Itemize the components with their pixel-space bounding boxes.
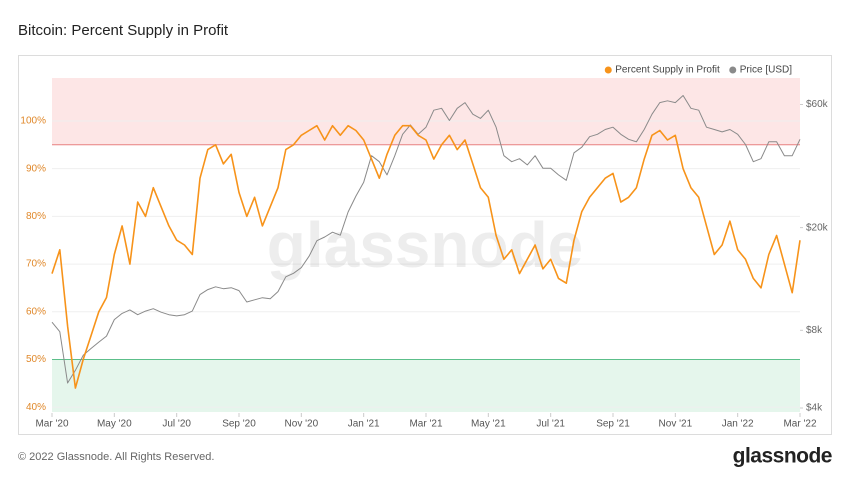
y2-tick-label: $8k <box>806 325 823 336</box>
legend-label: Price [USD] <box>740 65 792 76</box>
y-tick-label: 60% <box>26 306 46 317</box>
x-tick-label: May '20 <box>97 419 132 430</box>
x-tick-label: Nov '20 <box>285 419 319 430</box>
legend-label: Percent Supply in Profit <box>615 65 720 76</box>
series-line <box>51 124 801 389</box>
footer: © 2022 Glassnode. All Rights Reserved. <box>18 451 214 463</box>
x-tick-label: Sep '20 <box>222 419 256 430</box>
x-tick-label: Mar '22 <box>783 419 816 430</box>
x-tick-label: Mar '21 <box>409 419 442 430</box>
chart-frame <box>18 55 832 435</box>
lower-band <box>52 359 800 412</box>
x-tick-label: May '21 <box>471 419 506 430</box>
y-tick-label: 90% <box>26 163 46 174</box>
chart-title: Bitcoin: Percent Supply in Profit <box>18 22 229 39</box>
y-tick-label: 70% <box>26 259 46 270</box>
y2-tick-label: $20k <box>806 222 829 233</box>
watermark: glassnode <box>267 209 584 281</box>
logo: glassnode <box>733 445 832 468</box>
y-tick-label: 100% <box>20 116 46 127</box>
y2-tick-label: $60k <box>806 99 829 110</box>
y-tick-label: 80% <box>26 211 46 222</box>
x-tick-label: Nov '21 <box>659 419 693 430</box>
legend-swatch <box>729 66 737 74</box>
y2-tick-label: $4k <box>806 403 823 414</box>
x-tick-label: Mar '20 <box>35 419 68 430</box>
x-tick-label: Jul '21 <box>536 419 565 430</box>
upper-band <box>52 78 800 145</box>
x-tick-label: Jan '21 <box>348 419 380 430</box>
y-tick-label: 40% <box>26 402 46 413</box>
x-tick-label: Jan '22 <box>722 419 754 430</box>
x-tick-label: Jul '20 <box>162 419 191 430</box>
x-tick-label: Sep '21 <box>596 419 630 430</box>
legend-swatch <box>604 66 612 74</box>
series-line <box>51 95 801 384</box>
y-tick-label: 50% <box>26 354 46 365</box>
